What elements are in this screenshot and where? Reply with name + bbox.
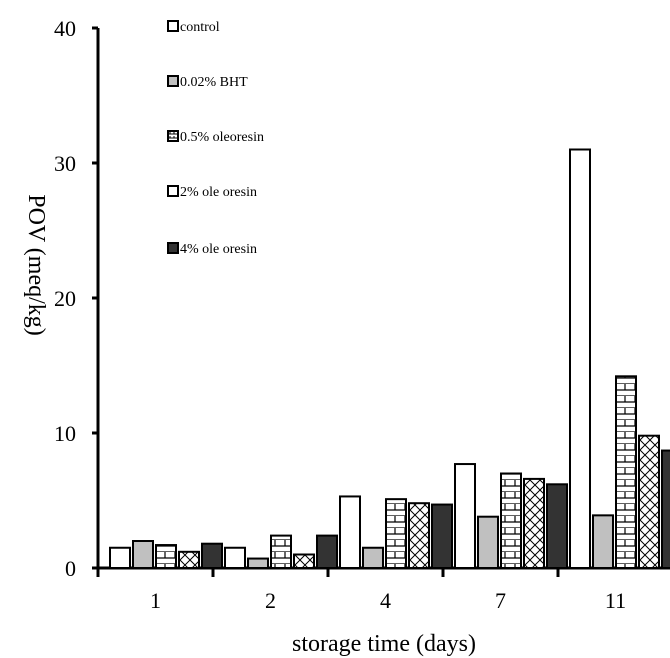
bar <box>661 449 670 569</box>
x-tick-label: 4 <box>380 588 391 613</box>
y-tick-label: 10 <box>54 421 76 446</box>
bar <box>155 544 177 569</box>
bar <box>178 550 200 569</box>
bar <box>201 542 223 570</box>
legend-swatch <box>167 242 179 254</box>
legend-label: 4% ole oresin <box>180 242 257 257</box>
bar <box>408 502 430 570</box>
legend-label: 0.5% oleoresin <box>180 130 264 145</box>
bar <box>293 553 315 569</box>
bar <box>477 515 499 570</box>
bar <box>615 375 637 569</box>
bar <box>362 546 384 569</box>
bar <box>270 534 292 569</box>
bar <box>316 534 338 569</box>
bar <box>385 498 407 569</box>
legend: control 0.02% BHT 0.5% oleoresin 2% ole ore… <box>167 20 264 257</box>
y-tick-label: 0 <box>65 556 76 581</box>
y-tick-label: 20 <box>54 286 76 311</box>
bar <box>109 546 131 569</box>
legend-label: control <box>180 20 220 35</box>
x-tick-label: 11 <box>605 588 626 613</box>
bar <box>339 495 361 570</box>
bar <box>454 463 476 569</box>
bar <box>132 540 154 569</box>
bar <box>638 434 660 570</box>
y-tick-label: 40 <box>54 16 76 41</box>
legend-swatch <box>167 130 179 142</box>
x-tick-label: 2 <box>265 588 276 613</box>
bars <box>109 148 670 570</box>
x-axis-title: storage time (days) <box>292 631 476 657</box>
y-tick-label: 30 <box>54 151 76 176</box>
x-tick-label: 1 <box>150 588 161 613</box>
legend-label: 0.02% BHT <box>180 75 248 90</box>
bar <box>523 477 545 569</box>
bar <box>546 483 568 569</box>
y-axis-title: POV (meq/kg) <box>23 194 49 336</box>
legend-label: 2% ole oresin <box>180 185 257 200</box>
legend-swatch <box>167 185 179 197</box>
bar <box>500 472 522 569</box>
x-axis-ticks: 1 2 4 7 11 <box>96 568 626 613</box>
bar <box>592 514 614 569</box>
bar <box>247 557 269 569</box>
bar <box>569 148 591 569</box>
y-axis-ticks: 0 10 20 30 40 <box>54 16 98 581</box>
x-tick-label: 7 <box>495 588 506 613</box>
bar <box>431 503 453 569</box>
legend-swatch <box>167 20 179 32</box>
bar <box>224 546 246 569</box>
legend-swatch <box>167 75 179 87</box>
